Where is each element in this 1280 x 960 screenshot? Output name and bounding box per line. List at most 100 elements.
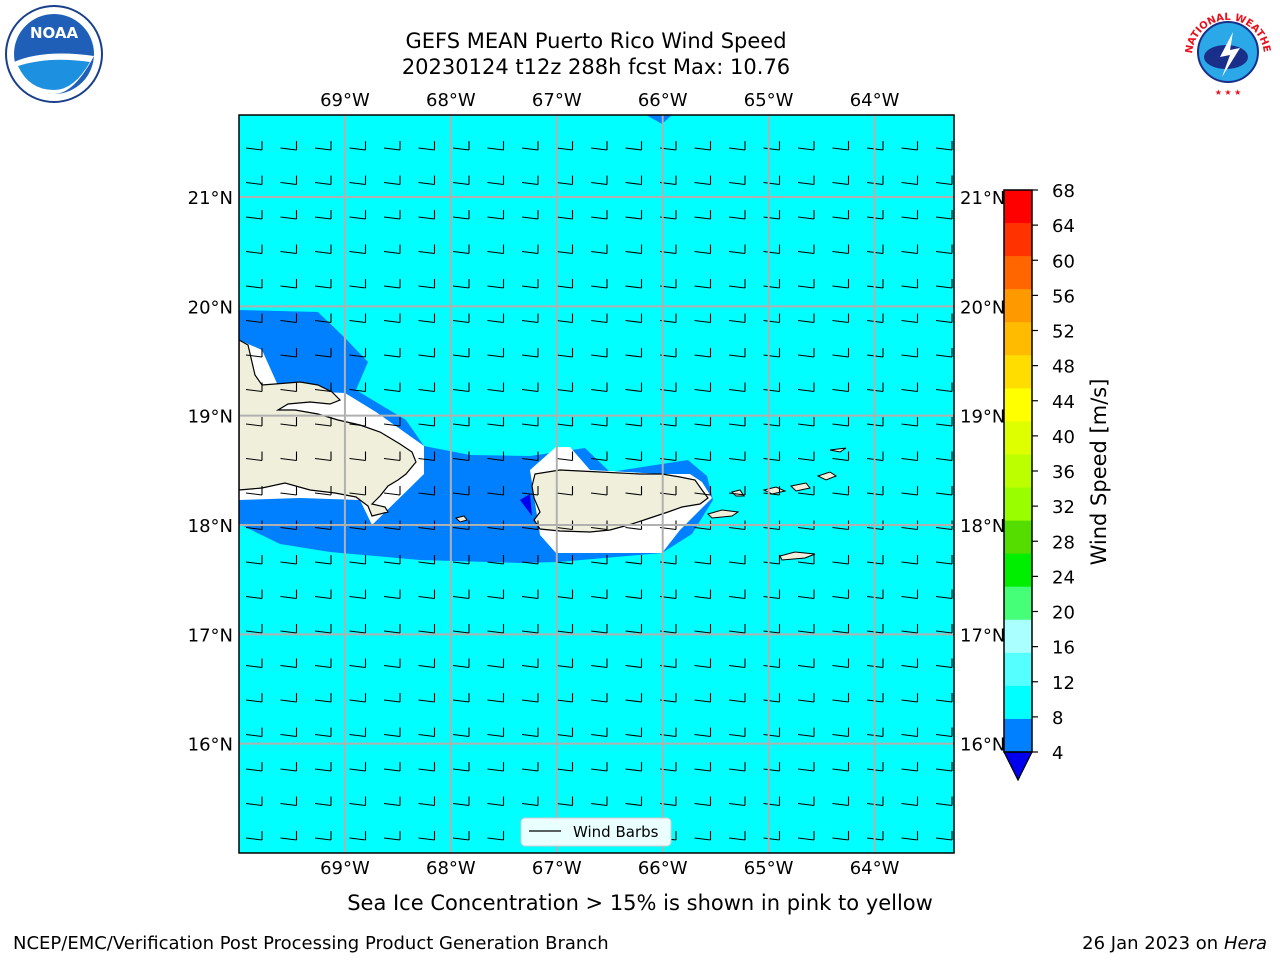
colorbar-tick: 28	[1052, 532, 1075, 553]
wind-barb	[418, 451, 436, 462]
wind-barb	[694, 382, 712, 393]
wind-barb	[521, 451, 539, 462]
wind-barb	[452, 313, 470, 324]
wind-barb	[728, 141, 746, 151]
wind-barb	[763, 279, 781, 289]
wind-barb	[763, 796, 781, 807]
wind-barb	[694, 279, 712, 289]
wind-barb	[452, 796, 470, 807]
wind-barb	[487, 175, 505, 186]
wind-barb	[280, 658, 298, 669]
wind-barb	[245, 727, 263, 738]
colorbar-segment	[1004, 553, 1032, 588]
wind-barb	[694, 762, 712, 772]
wind-barb	[521, 175, 539, 186]
wind-barb	[245, 348, 263, 358]
colorbar-tick: 56	[1052, 286, 1075, 307]
wind-barb	[832, 831, 850, 841]
wind-barb	[383, 796, 401, 807]
colorbar-tick: 32	[1052, 497, 1075, 518]
wind-barb	[728, 244, 746, 255]
wind-barb	[556, 348, 574, 358]
lon-tick-bottom: 68°W	[426, 858, 476, 879]
wind-barb	[418, 382, 436, 393]
wind-barb	[590, 486, 608, 496]
wind-barb	[935, 141, 953, 151]
wind-barb	[832, 589, 850, 600]
colorbar-segment	[1004, 256, 1032, 290]
lat-tick-left: 20°N	[188, 297, 233, 318]
wind-barb	[935, 555, 953, 565]
wind-barb	[280, 727, 298, 738]
wind-barb	[728, 279, 746, 289]
wind-barb	[901, 244, 919, 255]
wind-barb	[349, 313, 367, 324]
wind-barb	[383, 244, 401, 255]
colorbar-tick: 16	[1052, 638, 1075, 659]
wind-barb	[901, 279, 919, 289]
wind-barb	[763, 486, 781, 496]
wind-barb	[245, 417, 263, 427]
wind-barb	[452, 589, 470, 600]
wind-barb	[935, 417, 953, 427]
wind-barb	[797, 555, 815, 565]
wind-barb	[314, 382, 332, 393]
wind-barb	[832, 279, 850, 289]
wind-barb	[763, 175, 781, 186]
wind-barbs-legend: Wind Barbs	[520, 817, 672, 847]
lat-tick-right: 17°N	[960, 625, 1005, 646]
wind-barb	[694, 555, 712, 565]
wind-barb	[349, 210, 367, 220]
wind-barb	[832, 244, 850, 255]
footer-date: 26 Jan 2023 on Hera	[1082, 933, 1267, 954]
wind-barb	[625, 693, 643, 703]
wind-barb	[487, 727, 505, 738]
low-wind-zone-north	[646, 115, 672, 124]
wind-barb	[728, 658, 746, 669]
wind-barb	[314, 141, 332, 151]
wind-barb	[245, 658, 263, 669]
sea-ice-note: Sea Ice Concentration > 15% is shown in …	[347, 891, 933, 915]
wind-barb	[418, 141, 436, 151]
wind-barb	[797, 382, 815, 393]
wind-barb	[383, 451, 401, 462]
lon-tick-top: 64°W	[850, 90, 900, 111]
lat-tick-left: 21°N	[188, 188, 233, 209]
wind-barb	[314, 313, 332, 324]
wind-barb	[245, 589, 263, 600]
colorbar-label: Wind Speed [m/s]	[1087, 379, 1111, 566]
nws-logo: NATIONAL WEATHER SERVICE ★ ★ ★	[1178, 2, 1275, 99]
wind-barb	[694, 313, 712, 324]
wind-barb	[245, 175, 263, 186]
wind-barb	[418, 244, 436, 255]
wind-barb	[832, 141, 850, 151]
lat-tick-right: 18°N	[960, 516, 1005, 537]
wind-barb	[314, 417, 332, 427]
wind-barb	[625, 210, 643, 220]
wind-barb	[521, 658, 539, 669]
wind-barb	[487, 796, 505, 807]
wind-barb	[349, 244, 367, 255]
wind-barb	[832, 175, 850, 186]
wind-barb	[383, 589, 401, 600]
wind-barb	[590, 624, 608, 634]
colorbar-segment	[1004, 421, 1032, 455]
wind-barb	[901, 210, 919, 220]
wind-barb	[590, 313, 608, 324]
wind-barb	[280, 417, 298, 427]
wind-barb	[418, 279, 436, 289]
colorbar-segment	[1004, 322, 1032, 356]
wind-barb	[314, 279, 332, 289]
wind-barb	[556, 658, 574, 669]
lat-tick-right: 19°N	[960, 407, 1005, 428]
wind-barb	[418, 348, 436, 358]
colorbar-tick: 52	[1052, 322, 1075, 343]
wind-barb	[349, 417, 367, 427]
wind-barb	[521, 244, 539, 255]
colorbar-segment	[1004, 388, 1032, 422]
wind-barb	[694, 727, 712, 738]
wind-barb	[521, 313, 539, 324]
wind-barb	[763, 210, 781, 220]
wind-barb	[728, 589, 746, 600]
wind-barb	[797, 313, 815, 324]
